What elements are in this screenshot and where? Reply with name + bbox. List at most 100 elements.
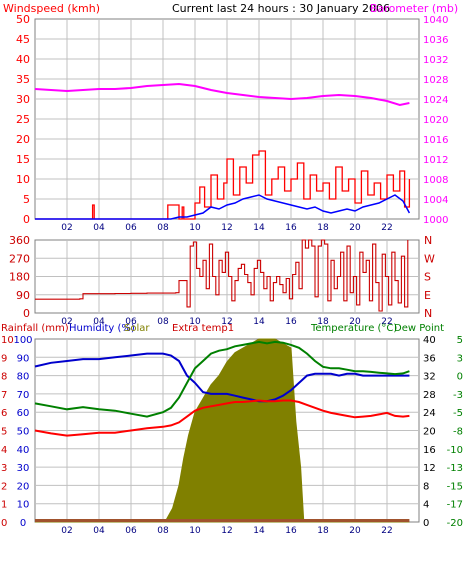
windspeed-line xyxy=(35,150,411,220)
rainfall-y-tick-8: 8 xyxy=(1,372,7,383)
barometer-y-tick-1040: 1040 xyxy=(423,15,448,26)
direction-y-tick-360: 360 xyxy=(9,234,30,247)
solar-y-tick-4: 4 xyxy=(423,500,429,511)
windspeed-y-tick-15: 15 xyxy=(16,153,30,166)
rainfall-axis-title: Rainfall (mm) xyxy=(1,323,69,334)
barometer-y-tick-1004: 1004 xyxy=(423,195,448,206)
dew-point-label: Dew Point xyxy=(394,323,444,334)
direction-y-tick-90: 90 xyxy=(16,289,30,302)
humidity-y-tick-30: 30 xyxy=(17,463,30,474)
wind-pressure-ticks: 0510152025303540455010001004100810121016… xyxy=(16,13,448,233)
temperature-y-tick--13: -13 xyxy=(447,463,463,474)
solar-y-tick-36: 36 xyxy=(423,353,436,364)
humidity-axis-title: Humidity (%) xyxy=(69,323,135,334)
windspeed-y-tick-45: 45 xyxy=(16,33,30,46)
barometer-y-tick-1000: 1000 xyxy=(423,215,448,226)
chart-title: Current last 24 hours : 30 January 2006 xyxy=(172,2,390,15)
barometer-line xyxy=(34,82,410,107)
direction-x-tick-08: 08 xyxy=(157,317,169,327)
humidity-y-tick-40: 40 xyxy=(17,445,30,456)
solar-y-tick-16: 16 xyxy=(423,445,436,456)
direction-y-tick-0: 0 xyxy=(23,307,30,320)
windspeed-y-tick-10: 10 xyxy=(16,173,30,186)
temperature-y-tick-0: 0 xyxy=(457,372,463,383)
windspeed-y-tick-20: 20 xyxy=(16,133,30,146)
direction-x-tick-02: 02 xyxy=(61,317,72,327)
barometer-y-tick-1016: 1016 xyxy=(423,135,448,146)
barometer-y-tick-1036: 1036 xyxy=(423,35,448,46)
humidity-y-tick-0: 0 xyxy=(20,518,26,529)
solar-y-tick-28: 28 xyxy=(423,390,436,401)
wind-x-tick-18: 18 xyxy=(317,223,329,233)
temperature-humidity-series xyxy=(34,338,410,523)
windspeed-y-tick-25: 25 xyxy=(16,113,30,126)
barometer-y-tick-1028: 1028 xyxy=(423,75,448,86)
bottom-x-tick-12: 12 xyxy=(221,526,232,536)
direction-x-tick-16: 16 xyxy=(285,317,297,327)
barometer-y-tick-1012: 1012 xyxy=(423,155,448,166)
temperature-y-tick-5: 5 xyxy=(457,335,463,346)
solar-y-tick-0: 0 xyxy=(423,518,429,529)
direction-x-tick-12: 12 xyxy=(221,317,232,327)
solar-y-tick-32: 32 xyxy=(423,372,436,383)
rainfall-y-tick-3: 3 xyxy=(1,463,7,474)
extra-temp-label: Extra temp1 xyxy=(172,323,234,334)
humidity-y-tick-50: 50 xyxy=(17,427,30,438)
wind-x-tick-22: 22 xyxy=(381,223,392,233)
temperature-y-tick--10: -10 xyxy=(447,445,463,456)
wind-x-tick-08: 08 xyxy=(157,223,169,233)
humidity-y-tick-20: 20 xyxy=(17,481,30,492)
humidity-y-tick-70: 70 xyxy=(17,390,30,401)
direction-x-tick-10: 10 xyxy=(189,317,201,327)
solar-y-tick-12: 12 xyxy=(423,463,436,474)
windspeed-y-tick-5: 5 xyxy=(23,193,30,206)
temperature-line xyxy=(34,399,410,437)
rainfall-y-tick-1: 1 xyxy=(1,500,7,511)
direction-x-tick-14: 14 xyxy=(253,317,265,327)
humidity-y-tick-60: 60 xyxy=(17,408,30,419)
direction-x-tick-06: 06 xyxy=(125,317,137,327)
wind-direction-series xyxy=(35,239,409,312)
wind-pressure-series xyxy=(34,82,411,220)
compass-tick-S-2: S xyxy=(424,271,431,284)
temperature-axis-title: Temperature (°C) xyxy=(310,323,397,334)
windspeed-axis-title: Windspeed (kmh) xyxy=(3,2,100,15)
barometer-y-tick-1032: 1032 xyxy=(423,55,448,66)
windspeed-y-tick-50: 50 xyxy=(16,13,30,26)
bottom-x-tick-10: 10 xyxy=(189,526,201,536)
windspeed-y-tick-40: 40 xyxy=(16,53,30,66)
barometer-y-tick-1024: 1024 xyxy=(423,95,448,106)
solar-axis-title: Solar xyxy=(124,323,150,334)
bottom-x-tick-14: 14 xyxy=(253,526,265,536)
rainfall-bar xyxy=(35,519,410,522)
bottom-x-tick-20: 20 xyxy=(349,526,361,536)
direction-x-tick-22: 22 xyxy=(381,317,392,327)
temperature-y-tick--8: -8 xyxy=(453,427,463,438)
compass-tick-E-1: E xyxy=(424,289,431,302)
temperature-y-tick--5: -5 xyxy=(453,408,463,419)
solar-y-tick-24: 24 xyxy=(423,408,436,419)
temperature-y-tick--20: -20 xyxy=(447,518,463,529)
barometer-y-tick-1020: 1020 xyxy=(423,115,448,126)
direction-x-tick-20: 20 xyxy=(349,317,361,327)
average-windspeed-line xyxy=(35,194,411,220)
rainfall-y-tick-0: 0 xyxy=(1,518,7,529)
wind-x-tick-12: 12 xyxy=(221,223,232,233)
bottom-x-tick-04: 04 xyxy=(93,526,105,536)
windspeed-y-tick-35: 35 xyxy=(16,73,30,86)
wind-direction-line xyxy=(35,239,409,312)
solar-y-tick-40: 40 xyxy=(423,335,436,346)
rainfall-y-tick-2: 2 xyxy=(1,481,7,492)
wind-x-tick-16: 16 xyxy=(285,223,297,233)
bottom-x-tick-18: 18 xyxy=(317,526,329,536)
wind-x-tick-14: 14 xyxy=(253,223,265,233)
direction-x-tick-04: 04 xyxy=(93,317,105,327)
wind-x-tick-04: 04 xyxy=(93,223,105,233)
temperature-humidity-ticks: 0 0 0 -201 10 4 -172 20 8 -153 30 12 -134 40 16 -105 50 2… xyxy=(1,335,463,536)
solar-y-tick-8: 8 xyxy=(423,481,429,492)
rainfall-y-tick-7: 7 xyxy=(1,390,7,401)
direction-y-tick-270: 270 xyxy=(9,252,30,265)
humidity-y-tick-80: 80 xyxy=(17,372,30,383)
